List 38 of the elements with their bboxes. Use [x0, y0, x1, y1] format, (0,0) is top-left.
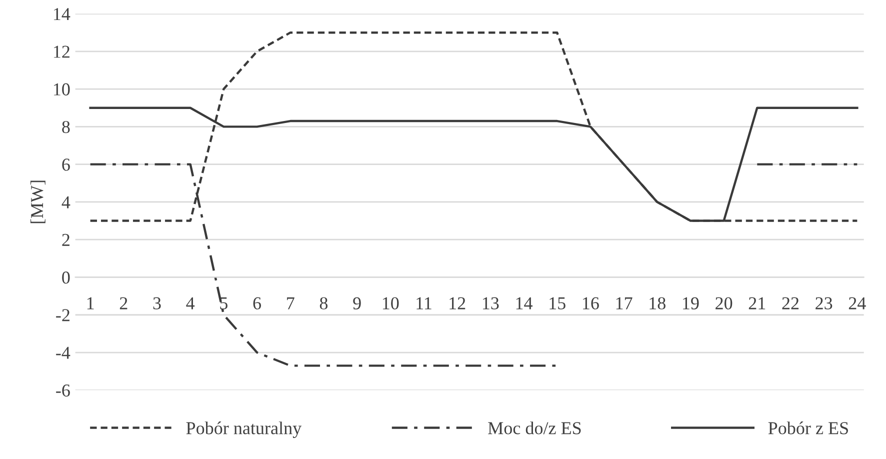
x-tick-label: 15 [550, 297, 566, 310]
legend-label: Moc do/z ES [488, 422, 581, 434]
x-tick-label: 10 [382, 297, 399, 310]
y-tick-label: -6 [56, 384, 70, 397]
x-tick-label: 14 [516, 297, 533, 310]
y-tick-label: -4 [56, 346, 70, 359]
x-tick-label: 7 [287, 297, 294, 310]
x-tick-label: 21 [748, 297, 766, 310]
y-axis-title: [MW] [30, 180, 46, 224]
y-tick-label: 0 [62, 271, 70, 284]
x-tick-label: 3 [153, 297, 161, 310]
x-tick-label: 16 [583, 297, 599, 310]
y-tick-label: 2 [62, 234, 70, 246]
legend-label: Pobór z ES [768, 422, 848, 434]
x-tick-label: 6 [253, 297, 261, 310]
y-tick-label: 12 [54, 46, 70, 58]
x-tick-label: 11 [416, 297, 432, 310]
x-tick-label: 12 [450, 297, 466, 310]
y-tick-label: -2 [56, 309, 70, 322]
x-tick-label: 20 [716, 297, 732, 310]
x-tick-label: 9 [353, 297, 361, 310]
y-tick-label: 8 [62, 120, 70, 134]
x-tick-label: 17 [616, 297, 632, 310]
x-tick-label: 19 [683, 297, 699, 310]
x-tick-label: 2 [120, 297, 128, 310]
y-tick-label: 14 [54, 8, 70, 20]
y-tick-label: 6 [62, 158, 70, 171]
x-tick-label: 23 [816, 297, 832, 310]
x-tick-label: 24 [848, 297, 866, 310]
x-tick-label: 1 [87, 297, 94, 310]
y-tick-label: 4 [62, 196, 70, 208]
x-tick-label: 8 [320, 297, 328, 310]
legend-label: Pobór naturalny [186, 422, 302, 438]
x-tick-label: 4 [186, 297, 195, 310]
x-tick-label: 18 [650, 297, 666, 310]
x-tick-label: 22 [782, 297, 799, 310]
x-tick-label: 13 [482, 297, 499, 310]
y-tick-label: 10 [54, 83, 70, 96]
